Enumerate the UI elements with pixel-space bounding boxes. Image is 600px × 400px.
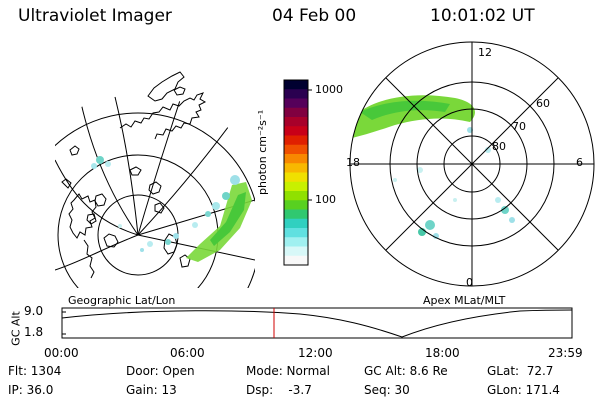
time-tick-0000: 00:00 xyxy=(44,346,79,360)
time-label: 10:01:02 UT xyxy=(430,6,535,26)
time-tick-1800: 18:00 xyxy=(425,346,460,360)
mlat-label-80: 80 xyxy=(492,140,506,153)
mlat-label-70: 70 xyxy=(512,120,526,133)
date-label: 04 Feb 00 xyxy=(272,6,357,26)
gain-readout: Gain: 13 xyxy=(126,383,177,397)
altitude-tick-9: 9.0 xyxy=(24,304,44,318)
colorbar-swatch xyxy=(284,89,308,99)
colorbar-swatch xyxy=(284,144,308,155)
mlt-label-0: 0 xyxy=(466,276,473,289)
geographic-panel-label: Geographic Lat/Lon xyxy=(68,294,176,307)
mode-readout: Mode: Normal xyxy=(246,364,330,378)
colorbar-swatch xyxy=(284,117,308,127)
colorbar-swatch xyxy=(284,255,308,266)
colorbar-swatch xyxy=(284,200,308,210)
colorbar-swatch xyxy=(284,80,308,90)
mlt-label-18: 18 xyxy=(346,156,360,169)
glon-readout: GLon: 171.4 xyxy=(487,383,560,397)
mlat-label-60: 60 xyxy=(536,97,550,110)
dsp-readout: Dsp: -3.7 xyxy=(246,383,312,397)
colorbar-swatch xyxy=(284,228,308,238)
mlt-label-6: 6 xyxy=(576,156,583,169)
colorbar-swatch xyxy=(284,209,308,220)
colorbar-swatch xyxy=(284,107,308,118)
colorbar-swatch xyxy=(284,172,308,183)
colorbar xyxy=(283,79,312,266)
colorbar-swatch xyxy=(284,237,308,247)
flight-readout: Flt: 1304 xyxy=(8,364,62,378)
aurora-emission xyxy=(91,156,252,262)
time-tick-1200: 12:00 xyxy=(298,346,333,360)
door-readout: Door: Open xyxy=(126,364,195,378)
time-tick-2359: 23:59 xyxy=(548,346,583,360)
time-tick-0600: 06:00 xyxy=(170,346,205,360)
colorbar-swatch xyxy=(284,218,308,229)
glat-readout: GLat: 72.7 xyxy=(487,364,554,378)
mlt-label-12: 12 xyxy=(478,46,492,59)
gc-alt-readout: GC Alt: 8.6 Re xyxy=(364,364,448,378)
aurora-oval xyxy=(352,95,515,239)
colorbar-swatch xyxy=(284,135,308,146)
colorbar-tick-1000: 1000 xyxy=(315,83,343,96)
apex-panel-label: Apex MLat/MLT xyxy=(423,294,506,307)
colorbar-swatch xyxy=(284,154,308,164)
colorbar-swatch xyxy=(284,246,308,257)
altitude-tick-1-8: 1.8 xyxy=(24,325,44,339)
colorbar-swatch xyxy=(284,126,308,136)
seq-readout: Seq: 30 xyxy=(364,383,410,397)
colorbar-swatch xyxy=(284,98,308,109)
colorbar-tick-100: 100 xyxy=(315,193,336,206)
colorbar-swatch xyxy=(284,191,308,201)
colorbar-swatch xyxy=(284,181,308,192)
colorbar-swatch xyxy=(284,163,308,173)
instrument-title: Ultraviolet Imager xyxy=(18,6,172,26)
ip-readout: IP: 36.0 xyxy=(8,383,54,397)
